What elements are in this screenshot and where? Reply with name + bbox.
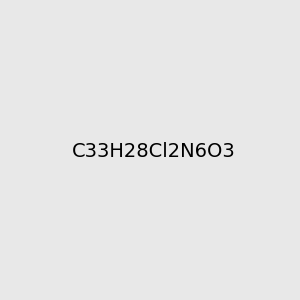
Text: C33H28Cl2N6O3: C33H28Cl2N6O3	[72, 142, 236, 161]
